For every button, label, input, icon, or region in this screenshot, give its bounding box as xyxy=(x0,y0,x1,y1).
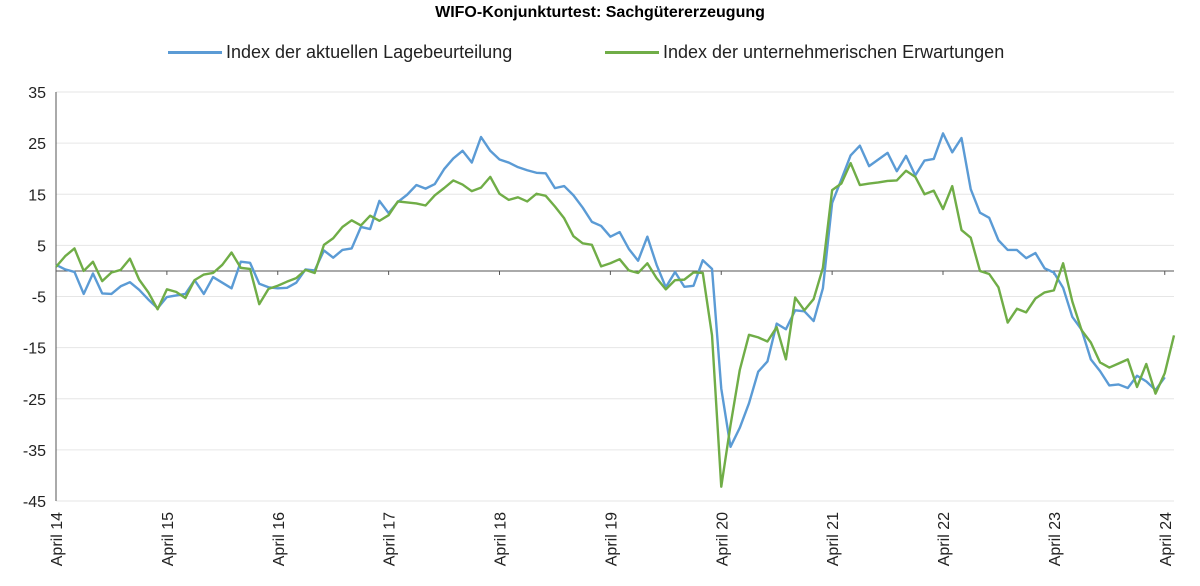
legend-swatch-erwartungen xyxy=(605,51,659,54)
y-tick-label: -45 xyxy=(23,494,46,511)
x-tick-label: April 16 xyxy=(271,512,288,566)
x-tick-label: April 17 xyxy=(382,512,399,566)
x-tick-label: April 22 xyxy=(936,512,953,566)
x-tick-label: April 21 xyxy=(825,512,842,566)
y-tick-label: -25 xyxy=(23,392,46,409)
x-tick-label: April 14 xyxy=(49,512,66,566)
legend-label-erwartungen: Index der unternehmerischen Erwartungen xyxy=(663,42,1005,62)
legend-swatch-lagebeurteilung xyxy=(168,51,222,54)
legend-item-lagebeurteilung: Index der aktuellen Lagebeurteilung xyxy=(168,42,512,63)
x-tick-label: April 18 xyxy=(493,512,510,566)
x-tick-label: April 23 xyxy=(1047,512,1064,566)
x-tick-label: April 15 xyxy=(160,512,177,566)
legend-item-erwartungen: Index der unternehmerischen Erwartungen xyxy=(605,42,1004,63)
y-tick-label: 25 xyxy=(28,136,46,153)
x-tick-label: April 19 xyxy=(603,512,620,566)
chart-title: WIFO-Konjunkturtest: Sachgütererzeugung xyxy=(435,4,765,21)
x-tick-label: April 20 xyxy=(714,512,731,566)
y-tick-label: 35 xyxy=(28,85,46,102)
y-tick-label: -5 xyxy=(32,290,46,307)
y-tick-label: -35 xyxy=(23,443,46,460)
series-line-erwartungen xyxy=(55,161,1176,488)
y-tick-label: 5 xyxy=(37,238,46,255)
series-line-lagebeurteilung xyxy=(55,132,1166,449)
legend: Index der aktuellen Lagebeurteilung Inde… xyxy=(0,42,1200,68)
y-tick-label: 15 xyxy=(28,187,46,204)
x-tick-label: April 24 xyxy=(1158,512,1175,566)
y-tick-label: -15 xyxy=(23,341,46,358)
legend-label-lagebeurteilung: Index der aktuellen Lagebeurteilung xyxy=(226,42,513,62)
